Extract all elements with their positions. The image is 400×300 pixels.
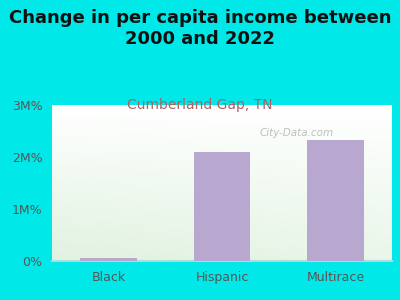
Text: Change in per capita income between
2000 and 2022: Change in per capita income between 2000… [9, 9, 391, 48]
Text: City-Data.com: City-Data.com [260, 128, 334, 138]
Bar [307, 140, 364, 261]
Text: Cumberland Gap, TN: Cumberland Gap, TN [127, 98, 273, 112]
Bar [194, 152, 250, 261]
Bar [80, 258, 137, 261]
